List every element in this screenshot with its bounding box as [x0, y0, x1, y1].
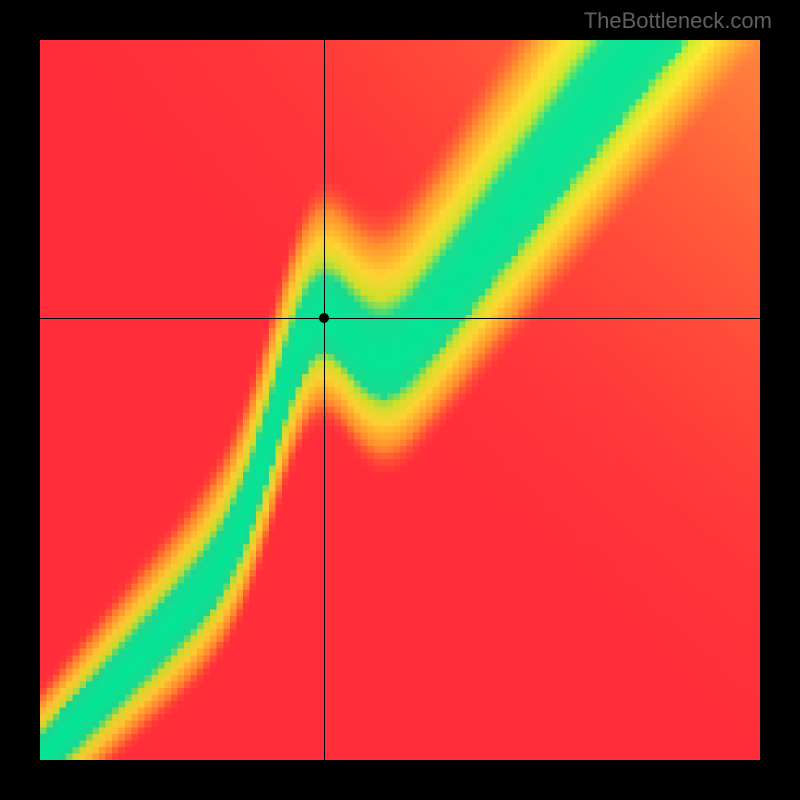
selection-marker: [319, 313, 329, 323]
watermark-text: TheBottleneck.com: [584, 8, 772, 34]
crosshair-horizontal: [40, 318, 760, 319]
bottleneck-heatmap: [40, 40, 760, 760]
heatmap-canvas: [40, 40, 760, 760]
crosshair-vertical: [324, 40, 325, 760]
